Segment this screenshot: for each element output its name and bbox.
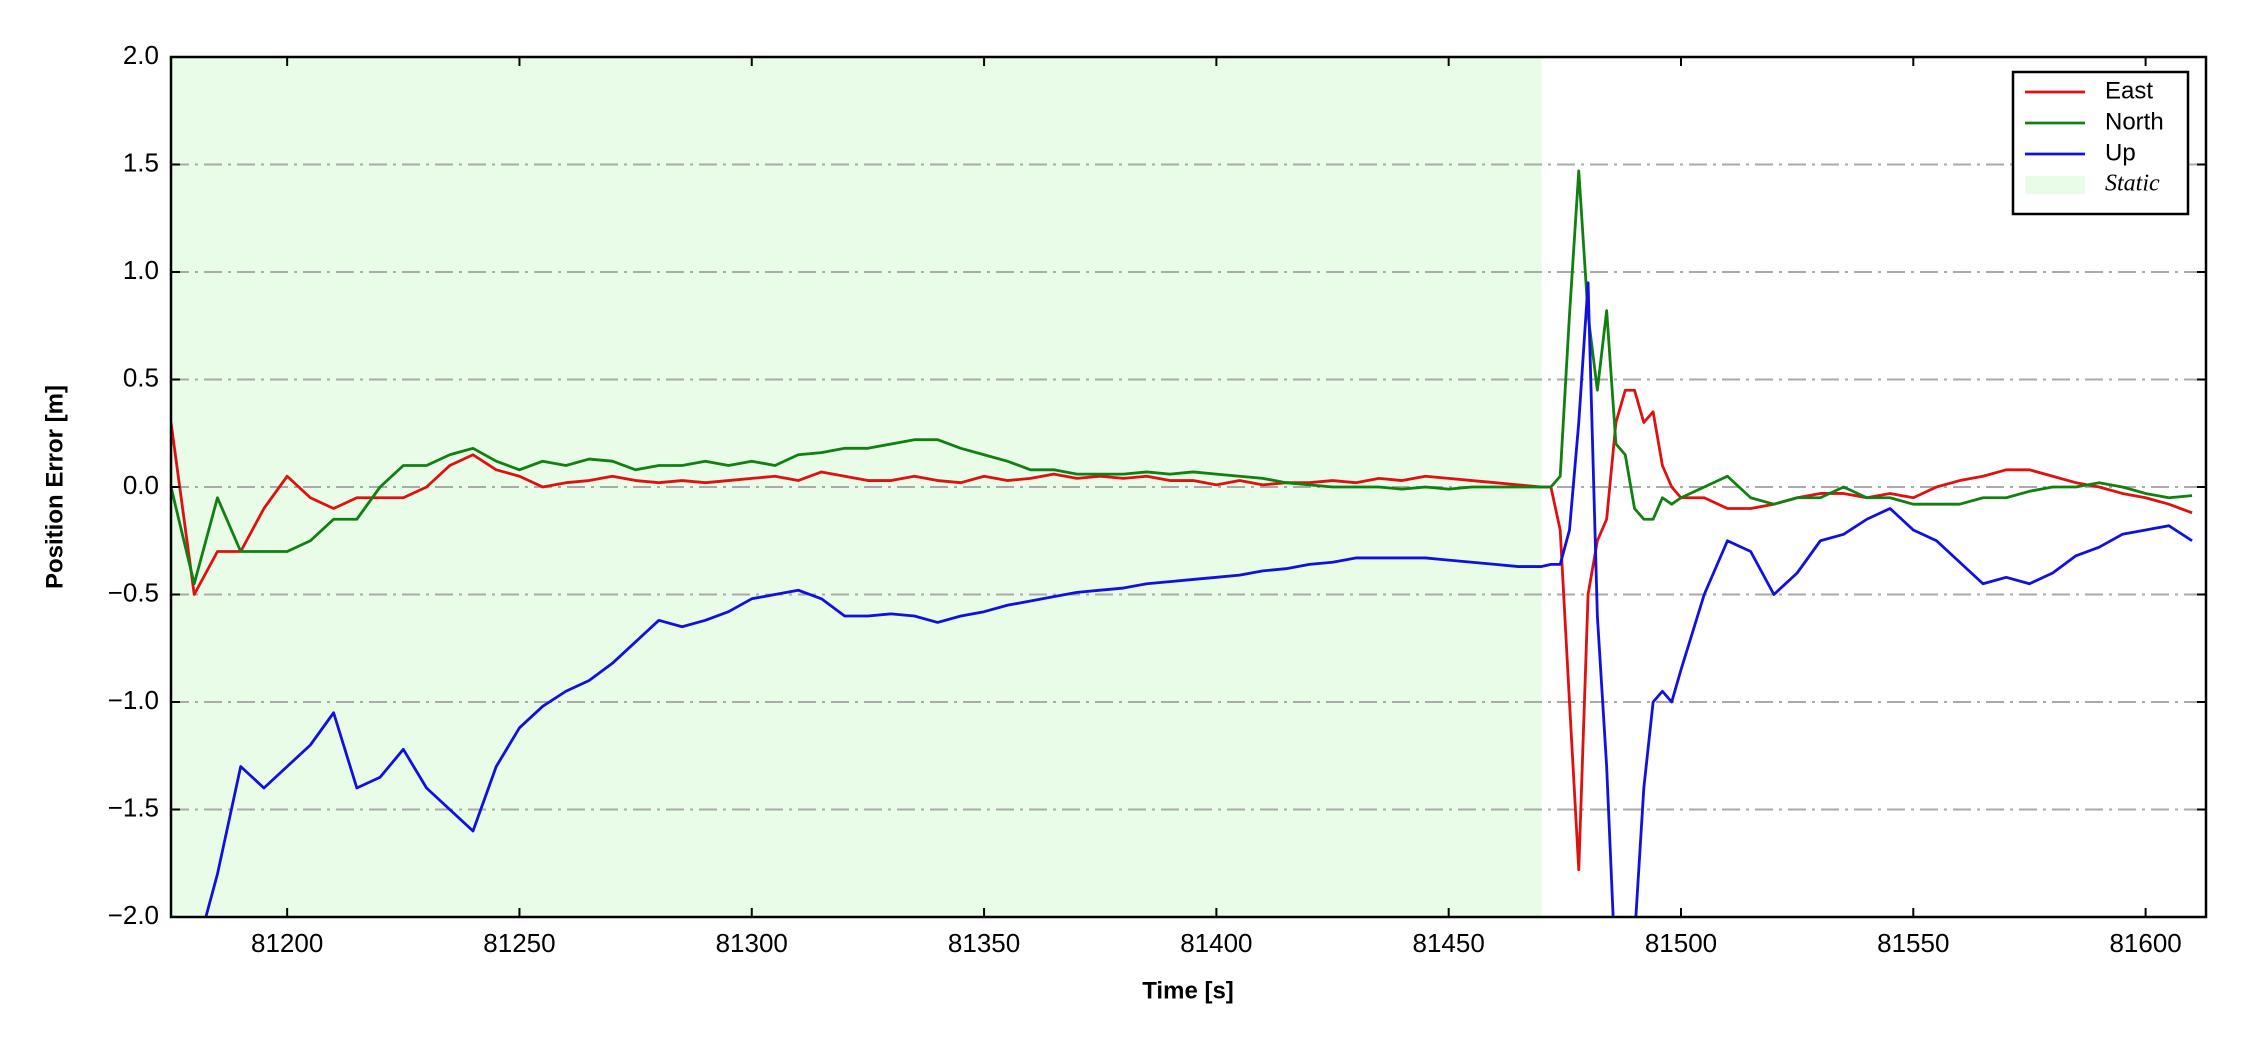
y-tick-label: 0.5 xyxy=(123,362,159,392)
x-tick-label: 81450 xyxy=(1413,928,1485,958)
x-tick-label: 81250 xyxy=(483,928,555,958)
legend-label: Up xyxy=(2105,139,2136,166)
legend-swatch xyxy=(2025,176,2085,194)
y-tick-label: 1.0 xyxy=(123,255,159,285)
y-tick-label: −1.5 xyxy=(108,792,159,822)
y-tick-label: 0.0 xyxy=(123,470,159,500)
y-tick-label: 2.0 xyxy=(123,40,159,70)
x-tick-label: 81550 xyxy=(1877,928,1949,958)
y-tick-label: −0.5 xyxy=(108,577,159,607)
x-axis-title: Time [s] xyxy=(1142,977,1234,1004)
lines xyxy=(171,169,2193,917)
x-tick-label: 81200 xyxy=(251,928,323,958)
y-tick-label: 1.5 xyxy=(123,147,159,177)
plot-frame xyxy=(169,55,2208,919)
legend-label: East xyxy=(2105,77,2153,104)
y-tick-label: −2.0 xyxy=(108,900,159,930)
x-tick-label: 81350 xyxy=(948,928,1020,958)
axes: −2.0 −1.5 −1.0 −0.5 0.0 0.5 1.0 1.5 2.0 81200 8125… xyxy=(108,40,2208,958)
series-line xyxy=(204,281,2193,917)
y-axis-title: Position Error [m] xyxy=(41,385,68,589)
series-line xyxy=(171,169,2193,586)
x-tick-label: 81400 xyxy=(1180,928,1252,958)
x-tick-label: 81500 xyxy=(1645,928,1717,958)
x-tick-label: 81300 xyxy=(716,928,788,958)
x-tick-label: 81600 xyxy=(2109,928,2181,958)
legend: East North Up Static xyxy=(2011,70,2190,216)
legend-label: North xyxy=(2105,108,2164,135)
y-tick-label: −1.0 xyxy=(108,685,159,715)
legend-label: Static xyxy=(2105,171,2160,197)
